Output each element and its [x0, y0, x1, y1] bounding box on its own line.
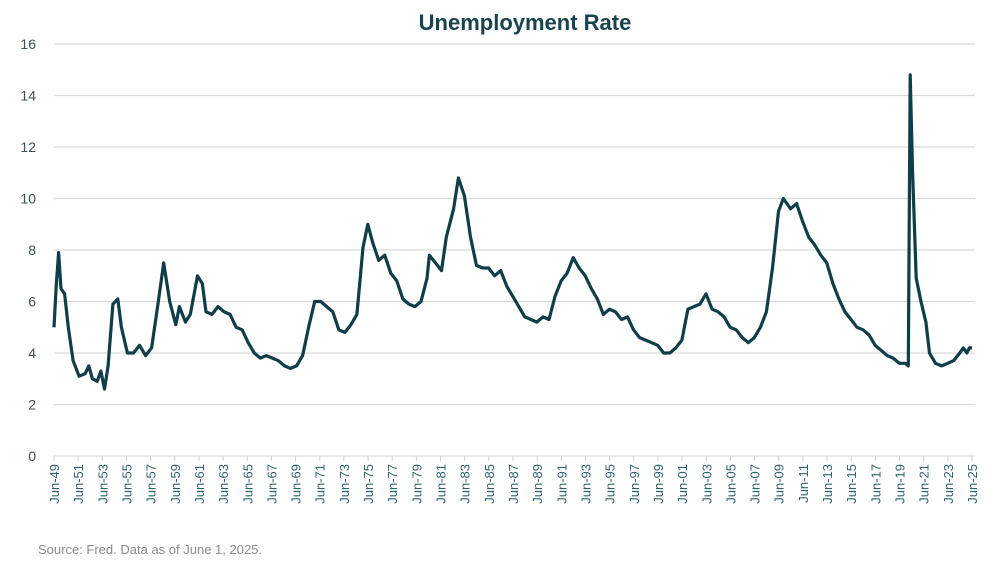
x-tick-label: Jun-49 — [47, 464, 62, 504]
x-tick-label: Jun-23 — [941, 464, 956, 504]
y-tick-label: 2 — [28, 397, 36, 413]
x-tick-label: Jun-19 — [893, 464, 908, 504]
x-tick-label: Jun-05 — [723, 464, 738, 504]
x-tick-label: Jun-25 — [965, 464, 980, 504]
x-tick-label: Jun-17 — [868, 464, 883, 504]
y-tick-label: 12 — [20, 139, 36, 155]
x-tick-label: Jun-03 — [699, 464, 714, 504]
x-tick-label: Jun-51 — [71, 464, 86, 504]
y-tick-label: 10 — [20, 191, 36, 207]
y-tick-label: 6 — [28, 294, 36, 310]
x-tick-label: Jun-77 — [385, 464, 400, 504]
x-tick-label: Jun-91 — [554, 464, 569, 504]
y-tick-label: 4 — [28, 345, 36, 361]
y-tick-label: 8 — [28, 242, 36, 258]
chart-title: Unemployment Rate — [419, 10, 632, 35]
x-tick-label: Jun-89 — [530, 464, 545, 504]
x-tick-label: Jun-93 — [578, 464, 593, 504]
x-tick-label: Jun-99 — [651, 464, 666, 504]
y-tick-label: 14 — [20, 88, 36, 104]
x-tick-label: Jun-53 — [95, 464, 110, 504]
x-tick-label: Jun-81 — [434, 464, 449, 504]
x-tick-label: Jun-61 — [192, 464, 207, 504]
x-tick-label: Jun-65 — [240, 464, 255, 504]
x-tick-label: Jun-55 — [119, 464, 134, 504]
gridlines — [54, 43, 975, 457]
x-tick-label: Jun-87 — [506, 464, 521, 504]
x-tick-label: Jun-57 — [144, 464, 159, 504]
y-axis-ticks: 0 2 4 6 8 10 12 14 16 — [20, 36, 36, 464]
x-tick-label: Jun-73 — [337, 464, 352, 504]
y-tick-label: 0 — [28, 448, 36, 464]
x-tick-label: Jun-69 — [289, 464, 304, 504]
x-tick-label: Jun-13 — [820, 464, 835, 504]
x-tick-label: Jun-95 — [603, 464, 618, 504]
source-note: Source: Fred. Data as of June 1, 2025. — [38, 542, 262, 557]
x-axis-ticks: Jun-49 Jun-51 Jun-53 Jun-55 Jun-57 Jun-59 Jun-… — [47, 456, 980, 504]
x-tick-label: Jun-79 — [409, 464, 424, 504]
x-tick-label: Jun-71 — [313, 464, 328, 504]
series-line-unemployment-rate — [52, 73, 972, 391]
x-tick-label: Jun-75 — [361, 464, 376, 504]
x-tick-label: Jun-07 — [748, 464, 763, 504]
x-tick-label: Jun-63 — [216, 464, 231, 504]
x-tick-label: Jun-15 — [844, 464, 859, 504]
x-tick-label: Jun-01 — [675, 464, 690, 504]
x-tick-label: Jun-09 — [772, 464, 787, 504]
x-tick-label: Jun-97 — [627, 464, 642, 504]
x-tick-label: Jun-83 — [458, 464, 473, 504]
y-tick-label: 16 — [20, 36, 36, 52]
x-tick-label: Jun-67 — [264, 464, 279, 504]
x-tick-label: Jun-11 — [796, 464, 811, 503]
x-tick-label: Jun-21 — [917, 464, 932, 504]
x-tick-label: Jun-85 — [482, 464, 497, 504]
x-tick-label: Jun-59 — [168, 464, 183, 504]
